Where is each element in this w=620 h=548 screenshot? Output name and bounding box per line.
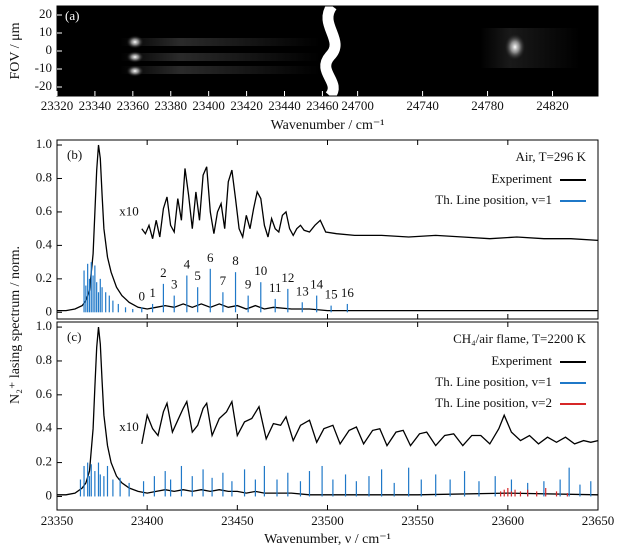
x-tick-label: 23550 xyxy=(401,513,434,528)
legend-title: Air, T=296 K xyxy=(516,149,587,164)
line-label: 16 xyxy=(341,285,355,300)
y-tick-label: 0.8 xyxy=(36,169,52,184)
line-label: 6 xyxy=(207,250,214,265)
legend-label: Experiment xyxy=(491,171,552,186)
x-tick-label: 23450 xyxy=(221,513,254,528)
plot-frame xyxy=(57,322,598,510)
panel-label: (a) xyxy=(65,8,79,23)
x-tick-label: 24820 xyxy=(536,98,569,113)
x-tick-label: 23340 xyxy=(79,98,112,113)
image-spot xyxy=(126,65,144,77)
y-tick-label: 0.2 xyxy=(36,454,52,469)
x-tick-label: 23600 xyxy=(492,513,525,528)
x-tick-label: 24780 xyxy=(471,98,504,113)
line-label: 14 xyxy=(310,277,324,292)
line-label: 2 xyxy=(160,265,167,280)
y-axis-label: N₂⁺ lasing spectrum / norm. xyxy=(8,246,23,404)
line-label: 10 xyxy=(254,263,267,278)
x-tick-label: 23650 xyxy=(582,513,615,528)
line-label: 1 xyxy=(149,285,156,300)
legend-label: Th. Line position, v=1 xyxy=(435,192,552,207)
panel-label: (c) xyxy=(67,329,81,344)
x-tick-label: 23500 xyxy=(311,513,344,528)
line-label: 3 xyxy=(171,277,178,292)
x-tick-label: 23400 xyxy=(192,98,225,113)
y-tick-label: 10 xyxy=(39,24,52,39)
line-label: 0 xyxy=(139,288,146,303)
x-tick-label: 23400 xyxy=(131,513,164,528)
y-tick-label: 20 xyxy=(39,6,52,21)
legend-label: Th. Line position, v=2 xyxy=(435,395,552,410)
image-streak xyxy=(120,66,320,74)
line-label: 15 xyxy=(325,287,338,302)
y-tick-label: 0.2 xyxy=(36,270,52,285)
y-tick-label: -10 xyxy=(35,60,52,75)
figure: 20100-10-2023320233402336023380234002342… xyxy=(0,0,620,548)
x-axis-label: Wavenumber / cm⁻¹ xyxy=(271,118,385,133)
x-tick-label: 23440 xyxy=(268,98,301,113)
panel-label: (b) xyxy=(67,147,82,162)
image-streak xyxy=(480,28,580,68)
x-tick-label: 23420 xyxy=(230,98,263,113)
line-label: 7 xyxy=(220,273,227,288)
image-streak xyxy=(120,53,320,61)
line-label: 5 xyxy=(194,268,201,283)
y-axis-label: FOV / μm xyxy=(8,22,23,79)
line-label: 12 xyxy=(281,270,294,285)
y-tick-label: 0 xyxy=(46,487,53,502)
y-tick-label: 0.6 xyxy=(36,203,53,218)
y-tick-label: 0.4 xyxy=(36,420,53,435)
line-label: 4 xyxy=(184,256,191,271)
legend-title: CH₄/air flame, T=2200 K xyxy=(453,331,587,346)
image-spot xyxy=(504,33,526,61)
image-spot xyxy=(126,51,144,63)
y-tick-label: 1.0 xyxy=(36,318,52,333)
y-tick-label: 1.0 xyxy=(36,136,52,151)
image-spot xyxy=(126,35,144,49)
y-tick-label: 0 xyxy=(46,303,53,318)
x-axis-label: Wavenumber, ν / cm⁻¹ xyxy=(264,532,391,547)
x-tick-label: 23360 xyxy=(117,98,150,113)
line-label: 11 xyxy=(269,280,282,295)
x-tick-label: 23320 xyxy=(41,98,74,113)
x-tick-label: 24700 xyxy=(341,98,374,113)
y-tick-label: 0.8 xyxy=(36,352,52,367)
x-tick-label: 23380 xyxy=(155,98,188,113)
scale-label: x10 xyxy=(119,419,139,434)
line-label: 8 xyxy=(232,253,239,268)
x-tick-label: 23460 xyxy=(306,98,339,113)
legend-label: Th. Line position, v=1 xyxy=(435,374,552,389)
y-tick-label: 0 xyxy=(46,42,53,57)
scale-label: x10 xyxy=(119,204,139,219)
y-tick-label: 0.4 xyxy=(36,236,53,251)
y-tick-label: -20 xyxy=(35,78,52,93)
y-tick-label: 0.6 xyxy=(36,386,53,401)
x-tick-label: 23350 xyxy=(41,513,74,528)
panel-a-image xyxy=(57,6,598,96)
image-streak xyxy=(120,38,320,46)
line-label: 13 xyxy=(296,283,309,298)
line-label: 9 xyxy=(245,277,252,292)
x-tick-label: 24740 xyxy=(406,98,439,113)
legend-label: Experiment xyxy=(491,353,552,368)
